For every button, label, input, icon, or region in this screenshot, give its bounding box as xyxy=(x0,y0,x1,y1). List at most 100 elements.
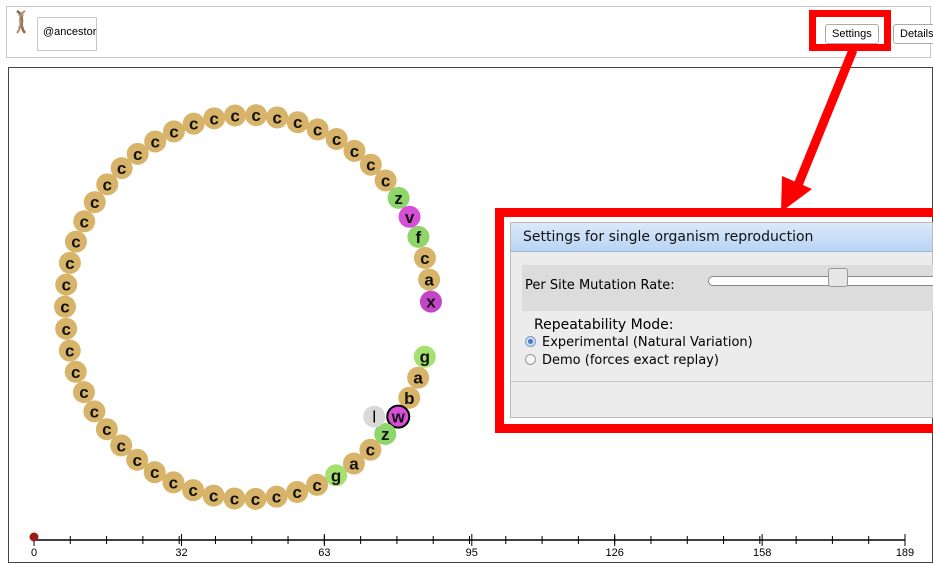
genome-site-letter: c xyxy=(230,489,239,508)
demo-option[interactable]: Demo (forces exact replay) xyxy=(525,353,719,368)
experimental-option[interactable]: Experimental (Natural Variation) xyxy=(525,335,753,350)
inserted-instruction-letter: l xyxy=(372,408,376,427)
genome-site-letter: c xyxy=(420,249,429,268)
genome-site: c xyxy=(83,191,106,214)
mutation-rate-slider[interactable] xyxy=(708,276,933,286)
genome-site-letter: c xyxy=(251,106,260,125)
timeline-tick-label: 126 xyxy=(605,547,623,559)
genome-site: c xyxy=(286,480,309,503)
genome-site-letter: z xyxy=(394,189,403,208)
timeline-tick-label: 63 xyxy=(318,547,330,559)
genome-site: c xyxy=(162,471,185,494)
genome-site-letter: c xyxy=(103,175,112,194)
repeatability-label: Repeatability Mode: xyxy=(534,317,674,333)
genome-site: c xyxy=(265,485,288,508)
genome-site: c xyxy=(182,112,205,135)
timeline[interactable]: 0 32 63 95 126 158 189 xyxy=(29,532,915,560)
genome-site: c xyxy=(58,251,81,274)
genome-site-letter: c xyxy=(117,159,126,178)
genome-site-letter: c xyxy=(209,487,218,506)
genome-site-letter: f xyxy=(416,228,422,247)
genome-site: v xyxy=(398,205,421,228)
genome-site: c xyxy=(202,484,225,507)
timeline-tick-label: 158 xyxy=(753,547,771,559)
organism-toolbar: @ancestor Settings Details xyxy=(6,6,933,58)
genome-site-letter: c xyxy=(150,463,159,482)
details-button[interactable]: Details xyxy=(893,24,933,44)
settings-dialog: Settings for single organism reproductio… xyxy=(510,222,933,418)
genome-site-letter: c xyxy=(188,481,197,500)
genome-site: c xyxy=(223,487,246,510)
genome-site: c xyxy=(325,128,348,151)
genome-site-letter: c xyxy=(102,420,111,439)
genome-site-letter: a xyxy=(349,455,359,474)
genome-site: c xyxy=(143,461,166,484)
genome-site: c xyxy=(126,448,149,471)
dialog-title: Settings for single organism reproductio… xyxy=(511,223,932,252)
organism-name-box[interactable]: @ancestor xyxy=(37,17,97,51)
genome-site-letter: g xyxy=(420,348,430,367)
annotation-arrow xyxy=(781,48,858,212)
genome-site-letter: c xyxy=(80,212,89,231)
genome-site: c xyxy=(203,107,226,130)
dialog-highlight-box xyxy=(495,208,933,433)
genome-site-letter: c xyxy=(90,402,99,421)
genome-site: c xyxy=(110,157,133,180)
genome-site-letter: c xyxy=(169,122,178,141)
genome-site-letter: z xyxy=(381,425,390,444)
dna-icon xyxy=(16,9,27,34)
genome-site: c xyxy=(55,273,78,296)
genome-site: f xyxy=(407,225,430,248)
genome-site: c xyxy=(266,106,289,129)
genome-site-letter: c xyxy=(169,473,178,492)
genome-site-letter: c xyxy=(381,171,390,190)
genome-site-letter: c xyxy=(292,483,301,502)
genome-site-letter: c xyxy=(79,383,88,402)
genome-site: c xyxy=(95,418,118,441)
genome-site: x xyxy=(419,290,442,313)
genome-site-letter: c xyxy=(133,145,142,164)
genome-site: g xyxy=(413,345,436,368)
inserted-instruction: l xyxy=(363,405,386,428)
demo-label: Demo (forces exact replay) xyxy=(542,353,719,368)
genome-site-letter: c xyxy=(230,106,239,125)
settings-button[interactable]: Settings xyxy=(825,24,879,44)
dialog-footer-divider xyxy=(511,381,932,382)
timeline-tick-label: 95 xyxy=(466,547,478,559)
genome-site: c xyxy=(110,434,133,457)
genome-site-letter: c xyxy=(65,254,74,273)
genome-site: c xyxy=(306,473,329,496)
genome-site: c xyxy=(244,487,267,510)
experimental-label: Experimental (Natural Variation) xyxy=(542,335,753,350)
genome-site-letter: w xyxy=(391,408,406,427)
organism-name: @ancestor xyxy=(43,26,97,38)
genome-site: c xyxy=(343,139,366,162)
demo-radio[interactable] xyxy=(525,354,536,365)
genome-site-letter: c xyxy=(71,363,80,382)
genome-site-letter: c xyxy=(366,441,375,460)
genome-site-letter: x xyxy=(426,293,436,312)
genome-site-letter: c xyxy=(272,488,281,507)
genome-site-letter: c xyxy=(312,476,321,495)
genome-site-letter: c xyxy=(350,142,359,161)
genome-site-letter: c xyxy=(251,490,260,509)
timeline-tick-label: 189 xyxy=(896,547,914,559)
mutation-rate-slider-handle[interactable] xyxy=(828,268,848,287)
mutation-rate-row: Per Site Mutation Rate: xyxy=(522,265,933,311)
experimental-radio[interactable] xyxy=(525,336,536,347)
genome-site: c xyxy=(182,479,205,502)
genome-site: c xyxy=(54,295,77,318)
genome-site-letter: c xyxy=(60,298,69,317)
genome-site: c xyxy=(224,104,247,127)
genome-site-letter: v xyxy=(405,208,415,227)
genome-site-letter: c xyxy=(366,156,375,175)
timeline-handle[interactable] xyxy=(29,532,39,542)
genome-site: z xyxy=(387,186,410,209)
genome-site-letter: c xyxy=(116,436,125,455)
genome-site: z xyxy=(374,423,397,446)
genome-site: w xyxy=(386,404,411,429)
genome-site-letter: g xyxy=(331,466,341,485)
genome-site: c xyxy=(144,130,167,153)
genome-site-letter: b xyxy=(404,389,414,408)
